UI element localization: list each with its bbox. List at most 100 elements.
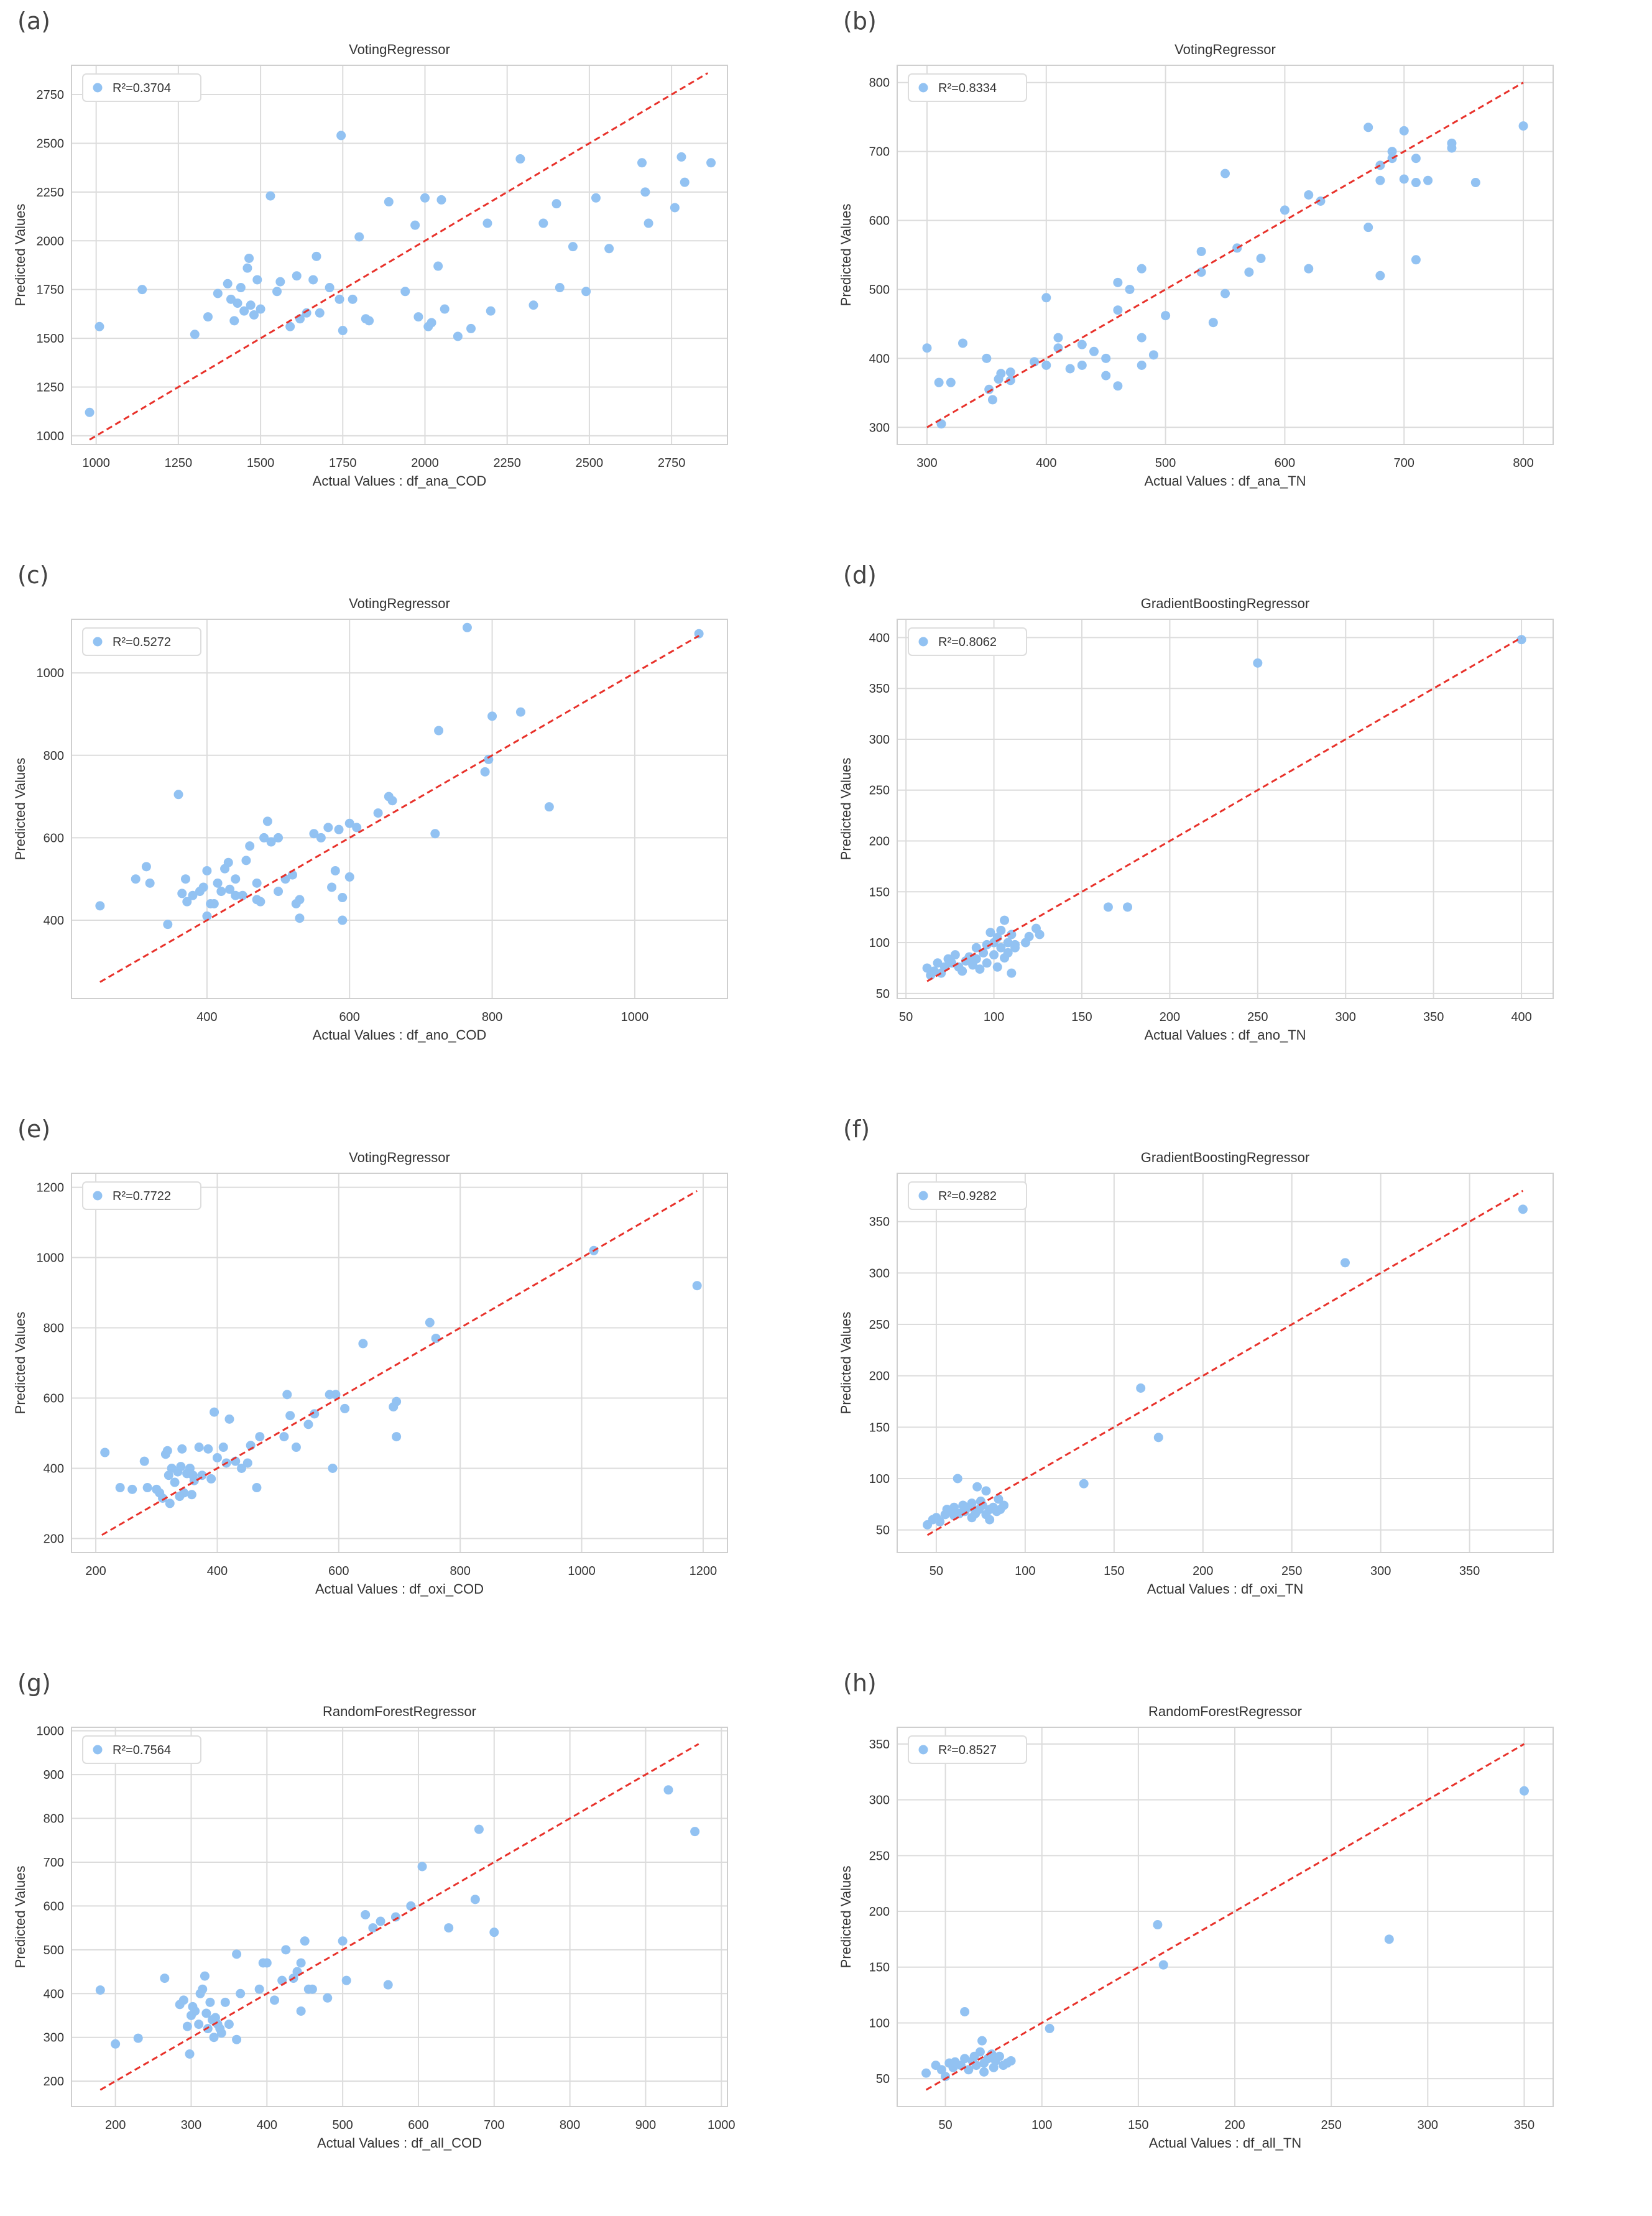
data-point <box>352 823 362 833</box>
data-point <box>1399 174 1409 184</box>
data-point <box>239 306 249 316</box>
legend-box <box>82 1735 201 1764</box>
data-point <box>413 312 423 322</box>
data-point <box>1041 293 1051 303</box>
data-point <box>358 1339 368 1349</box>
data-point <box>229 316 239 326</box>
legend-label: R²=0.8527 <box>938 1743 997 1757</box>
data-point <box>1035 930 1045 939</box>
legend: R²=0.3704 <box>82 73 201 102</box>
legend-label: R²=0.5272 <box>113 635 171 649</box>
data-point <box>1010 943 1020 953</box>
data-point <box>368 1923 378 1933</box>
data-point <box>444 1923 454 1933</box>
data-point <box>182 2021 192 2031</box>
data-point <box>223 279 233 289</box>
data-point <box>958 338 967 348</box>
x-tick-label: 100 <box>984 1010 1004 1024</box>
data-point <box>555 283 565 293</box>
axes-frame <box>71 619 728 999</box>
data-point <box>551 199 561 209</box>
chart-panel: (c) 400 600 800 1000 400 600 800 1000 VotingRegre… <box>0 554 826 1108</box>
y-tick-label: 100 <box>869 936 890 950</box>
chart-title: VotingRegressor <box>349 42 450 57</box>
data-point <box>194 2020 204 2029</box>
chart-title: VotingRegressor <box>1174 42 1276 57</box>
data-point <box>331 1390 341 1400</box>
data-point <box>982 958 992 968</box>
x-tick-label: 200 <box>105 2118 126 2132</box>
data-point <box>198 882 208 892</box>
data-point <box>330 866 340 875</box>
data-point <box>162 1446 172 1456</box>
data-point <box>1137 333 1147 343</box>
data-point <box>936 419 946 429</box>
y-tick-label: 200 <box>44 2075 64 2089</box>
y-tick-label: 1200 <box>37 1181 65 1195</box>
x-tick-label: 400 <box>196 1010 217 1024</box>
data-point <box>255 1432 265 1442</box>
axes-frame <box>897 619 1554 999</box>
data-point <box>373 808 383 818</box>
chart-panel: (e) 200 400 600 800 1000 1200 200 400 600 800 1000 1… <box>0 1108 826 1662</box>
x-tick-label: 250 <box>1247 1010 1268 1024</box>
chart-title: RandomForestRegressor <box>1148 1704 1302 1719</box>
data-point <box>949 1502 959 1512</box>
data-point <box>1003 938 1013 948</box>
data-point <box>425 1318 435 1327</box>
y-tick-label: 1000 <box>37 1252 65 1265</box>
data-point <box>604 244 614 254</box>
data-point <box>111 2039 121 2049</box>
data-point <box>383 1980 393 1990</box>
panel-label: (g) <box>17 1669 51 1697</box>
data-point <box>236 1988 246 1998</box>
data-point <box>1208 318 1218 328</box>
data-point <box>1384 1934 1394 1944</box>
data-point <box>474 1824 484 1834</box>
data-point <box>436 195 446 205</box>
y-tick-label: 300 <box>869 421 890 435</box>
y-tick-label: 300 <box>869 1794 890 1807</box>
data-point <box>190 330 200 339</box>
identity-line <box>99 635 699 983</box>
data-point <box>1003 948 1013 958</box>
data-point <box>188 890 198 900</box>
y-tick-label: 200 <box>869 835 890 849</box>
data-point <box>231 874 241 884</box>
data-point <box>387 796 397 806</box>
x-tick-label: 400 <box>257 2118 277 2132</box>
data-point <box>315 308 325 318</box>
identity-line <box>89 72 709 441</box>
y-tick-label: 200 <box>44 1532 64 1546</box>
data-point <box>213 289 223 298</box>
data-point <box>244 253 254 263</box>
y-tick-label: 250 <box>869 784 890 798</box>
data-point <box>981 1486 991 1496</box>
data-point <box>194 1443 204 1452</box>
data-point <box>323 823 333 833</box>
y-axis-label: Predicted Values <box>838 204 854 307</box>
y-tick-label: 700 <box>869 145 890 159</box>
data-point <box>252 1483 262 1493</box>
y-tick-label: 150 <box>869 885 890 899</box>
data-point <box>922 343 932 353</box>
data-point <box>941 2072 951 2082</box>
data-point <box>1137 360 1147 370</box>
x-axis-label: Actual Values : df_oxi_COD <box>315 1581 484 1597</box>
x-tick-label: 600 <box>328 1564 349 1578</box>
data-point <box>190 2006 200 2016</box>
data-point <box>1103 902 1113 912</box>
data-point <box>223 857 233 867</box>
data-point <box>182 897 192 907</box>
data-point <box>141 862 151 872</box>
legend-box <box>82 73 201 102</box>
x-tick-label: 400 <box>207 1564 228 1578</box>
x-tick-label: 100 <box>1015 1564 1035 1578</box>
x-tick-label: 700 <box>1394 456 1414 470</box>
x-tick-label: 2250 <box>493 456 521 470</box>
chart-panel: (f) 50 100 150 200 250 300 350 50 100 150 200 250 300… <box>826 1108 1651 1662</box>
panel-label: (b) <box>843 7 877 35</box>
data-point <box>1101 353 1111 363</box>
data-point <box>232 2034 242 2044</box>
legend-marker <box>918 637 928 647</box>
